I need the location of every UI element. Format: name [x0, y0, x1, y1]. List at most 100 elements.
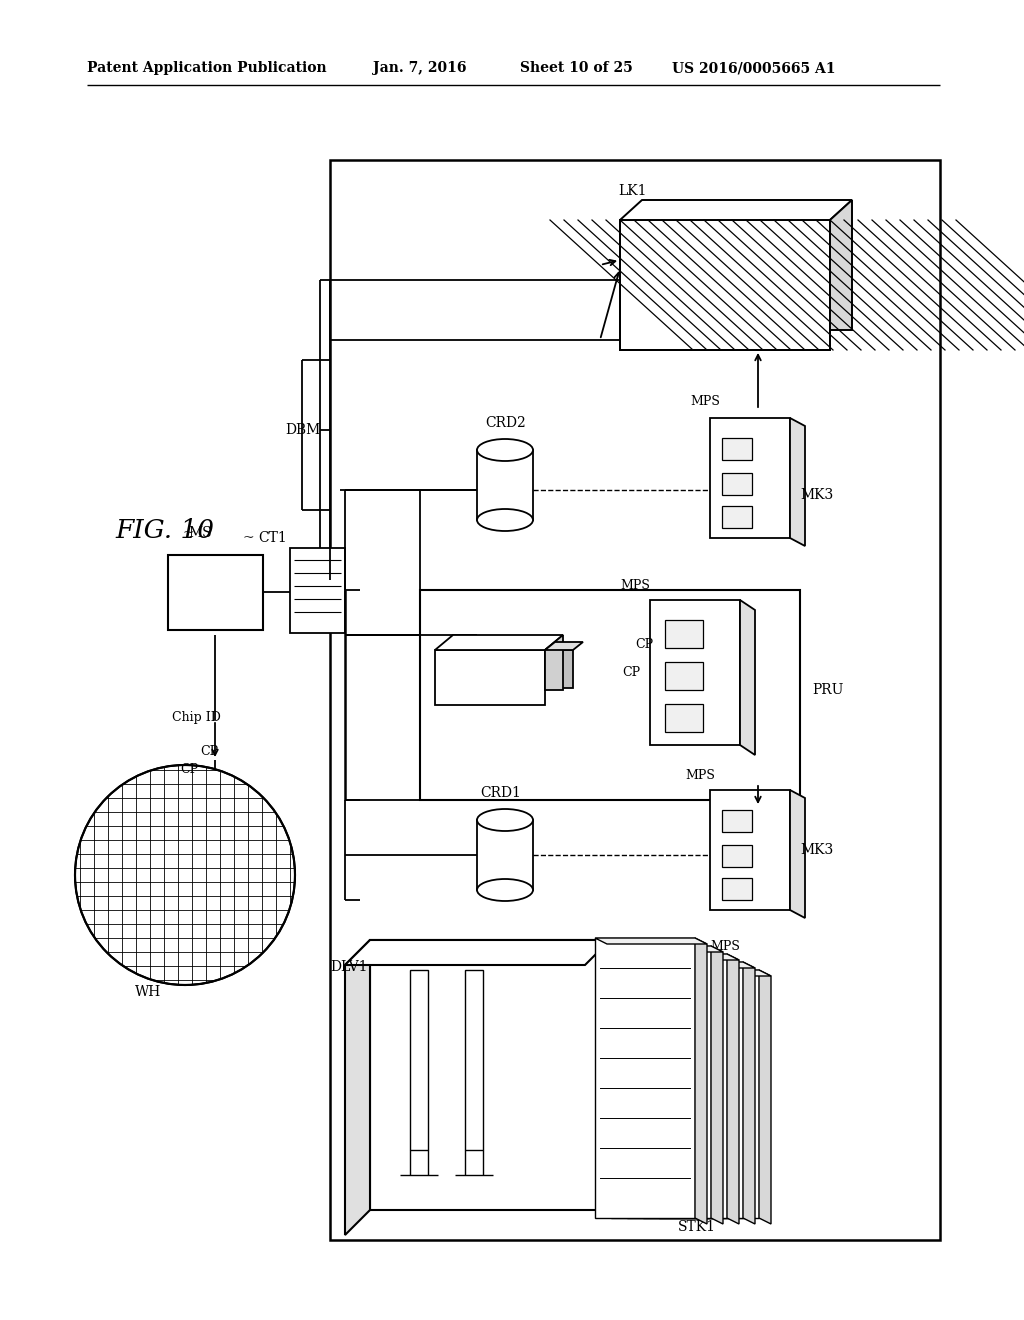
Bar: [620, 220, 830, 350]
Text: Sheet 10 of 25: Sheet 10 of 25: [520, 61, 633, 75]
Text: CRD1: CRD1: [480, 785, 521, 800]
Text: LK1: LK1: [618, 183, 646, 198]
Bar: [620, 220, 830, 350]
Text: MS: MS: [188, 525, 212, 540]
Text: MPS: MPS: [620, 579, 650, 591]
Bar: [620, 220, 830, 350]
Bar: [620, 220, 830, 350]
Bar: [620, 220, 830, 350]
Bar: [722, 845, 752, 867]
Bar: [330, 160, 940, 1239]
Bar: [665, 620, 703, 648]
Polygon shape: [710, 418, 790, 539]
Polygon shape: [695, 939, 707, 1224]
Polygon shape: [595, 939, 707, 944]
Polygon shape: [627, 954, 727, 1218]
Polygon shape: [345, 940, 370, 1236]
Text: STK1: STK1: [678, 1220, 716, 1234]
Bar: [722, 438, 752, 459]
Bar: [620, 220, 830, 350]
Bar: [620, 220, 830, 350]
Text: CRD2: CRD2: [485, 416, 525, 430]
Bar: [410, 970, 428, 1150]
Bar: [665, 704, 703, 733]
Polygon shape: [595, 939, 695, 1218]
Polygon shape: [627, 954, 739, 960]
Bar: [620, 220, 830, 350]
Text: CP: CP: [200, 744, 218, 758]
Polygon shape: [643, 962, 743, 1218]
Text: MK3: MK3: [800, 843, 834, 857]
Text: MPS: MPS: [710, 940, 740, 953]
Polygon shape: [711, 946, 723, 1224]
Text: DLV1: DLV1: [330, 960, 368, 974]
Bar: [620, 220, 830, 350]
Bar: [620, 220, 830, 350]
Polygon shape: [759, 970, 771, 1224]
Polygon shape: [710, 789, 790, 909]
Text: FIG. 10: FIG. 10: [115, 517, 214, 543]
Bar: [722, 473, 752, 495]
Text: CP: CP: [635, 639, 653, 652]
Polygon shape: [790, 418, 805, 546]
Bar: [620, 220, 830, 350]
Polygon shape: [740, 601, 755, 755]
Bar: [290, 548, 345, 634]
Bar: [620, 220, 830, 350]
Bar: [477, 450, 534, 520]
Polygon shape: [345, 940, 610, 965]
Polygon shape: [545, 635, 563, 690]
Bar: [620, 220, 830, 350]
Polygon shape: [650, 601, 740, 744]
Polygon shape: [743, 962, 755, 1224]
Bar: [620, 220, 830, 350]
Bar: [722, 810, 752, 832]
Ellipse shape: [477, 440, 534, 461]
Text: CP: CP: [622, 665, 640, 678]
Bar: [620, 220, 830, 350]
Text: MPS: MPS: [685, 770, 715, 781]
Bar: [620, 220, 830, 350]
Text: ~: ~: [243, 531, 255, 545]
Bar: [465, 970, 483, 1150]
Ellipse shape: [477, 879, 534, 902]
Polygon shape: [611, 946, 711, 1218]
Bar: [620, 220, 830, 350]
Bar: [545, 649, 573, 688]
Bar: [620, 220, 830, 350]
Bar: [620, 220, 830, 350]
Circle shape: [75, 766, 295, 985]
Polygon shape: [659, 970, 759, 1218]
Text: Jan. 7, 2016: Jan. 7, 2016: [373, 61, 467, 75]
Bar: [620, 220, 830, 350]
Polygon shape: [435, 635, 563, 649]
Polygon shape: [830, 201, 852, 330]
Polygon shape: [620, 201, 852, 220]
Bar: [420, 590, 800, 800]
Bar: [722, 878, 752, 900]
Bar: [620, 220, 830, 350]
Ellipse shape: [477, 809, 534, 832]
Text: MK3: MK3: [800, 488, 834, 502]
Bar: [370, 940, 610, 1210]
Bar: [620, 220, 830, 350]
Polygon shape: [790, 789, 805, 917]
Bar: [722, 506, 752, 528]
Text: Patent Application Publication: Patent Application Publication: [87, 61, 327, 75]
Bar: [620, 220, 830, 350]
Bar: [620, 220, 830, 350]
Text: PRU: PRU: [812, 682, 844, 697]
Text: US 2016/0005665 A1: US 2016/0005665 A1: [672, 61, 836, 75]
Bar: [620, 220, 830, 350]
Polygon shape: [659, 970, 771, 975]
Text: DBM: DBM: [285, 422, 321, 437]
Bar: [168, 554, 263, 630]
Ellipse shape: [477, 510, 534, 531]
Polygon shape: [643, 962, 755, 968]
Text: WH: WH: [135, 985, 161, 999]
Bar: [620, 220, 830, 350]
Polygon shape: [611, 946, 723, 952]
Bar: [620, 220, 830, 350]
Text: Chip ID: Chip ID: [172, 711, 221, 725]
Bar: [620, 220, 830, 350]
